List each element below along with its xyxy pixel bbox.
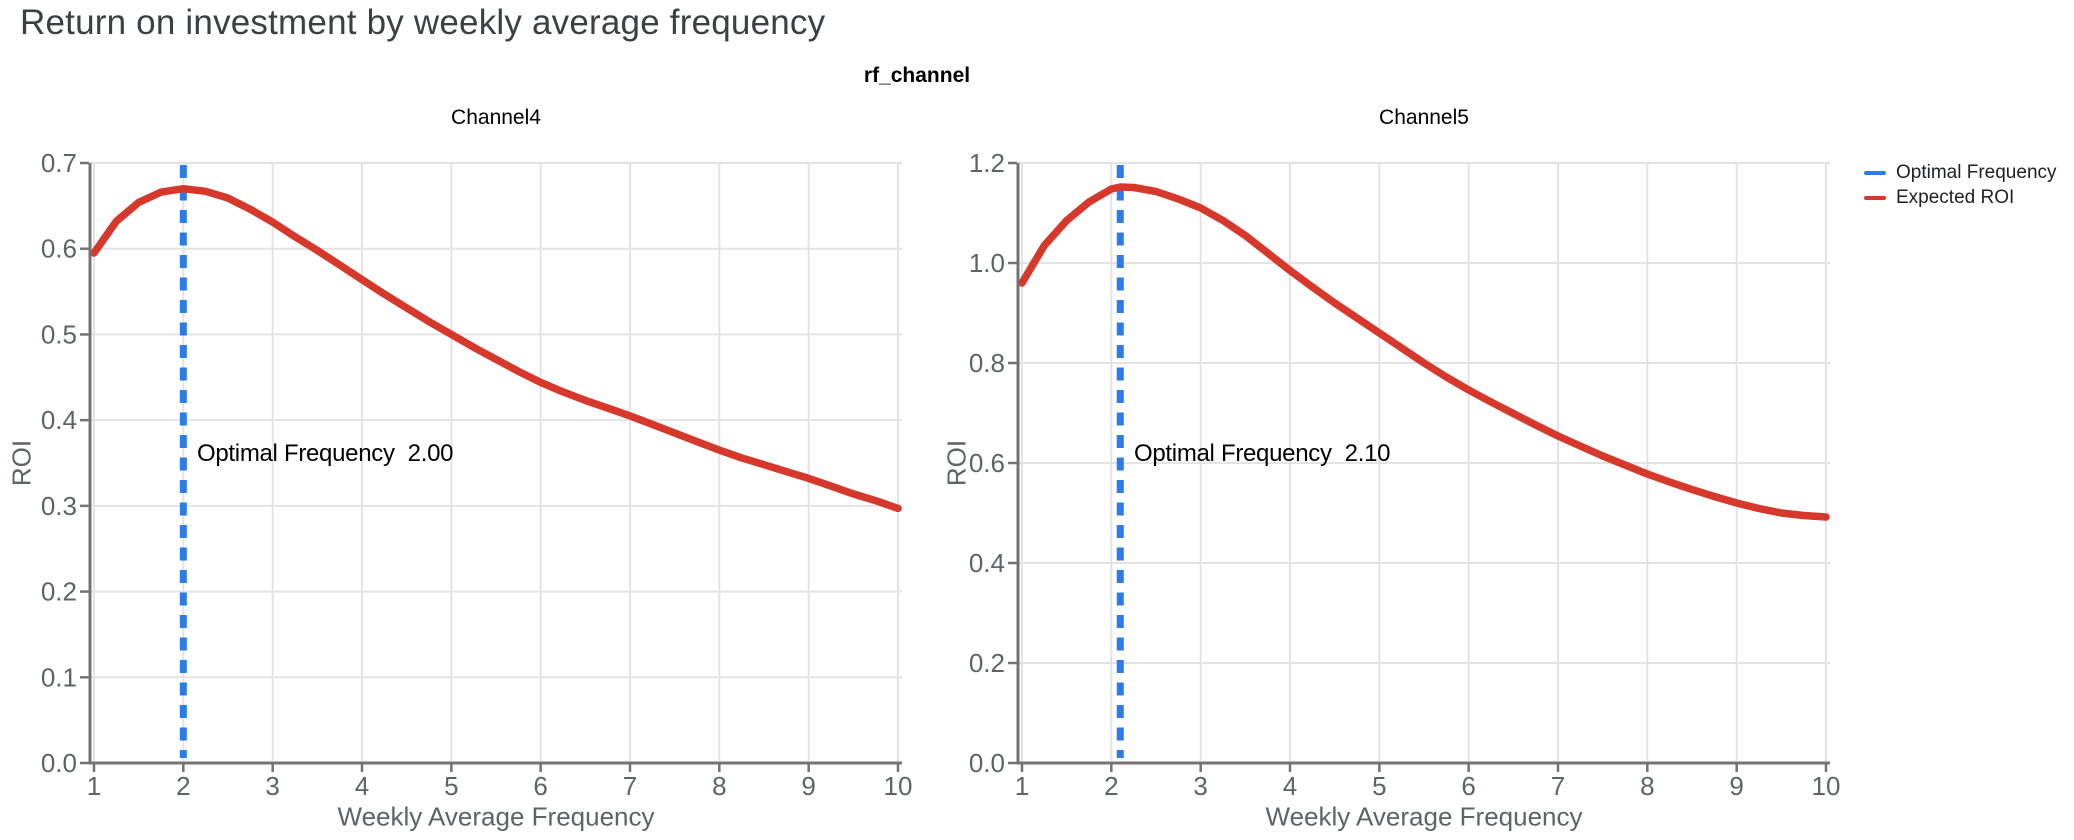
x-tick-label: 7 xyxy=(1551,771,1565,801)
y-tick-label: 0.1 xyxy=(41,662,77,692)
chart-channel5: 1 2 3 4 5 6 7 8 9 10 0.0 0.2 0.4 0.6 0.8 1.0 1.2 Channel… xyxy=(940,95,1880,840)
axis-spines xyxy=(88,163,902,765)
expected-roi-line-icon xyxy=(1864,195,1886,200)
y-tick-label: 0.7 xyxy=(41,148,77,178)
x-tick-label: 7 xyxy=(623,771,637,801)
legend-label: Optimal Frequency xyxy=(1896,161,2057,183)
legend-item-optimal-frequency: Optimal Frequency xyxy=(1864,160,2057,185)
optimal-frequency-annotation: Optimal Frequency 2.00 xyxy=(197,440,453,468)
x-tick-label: 6 xyxy=(533,771,547,801)
x-tick-label: 10 xyxy=(1812,771,1841,801)
optimal-frequency-annotation: Optimal Frequency 2.10 xyxy=(1134,440,1390,468)
expected-roi-curve xyxy=(1018,183,1830,521)
x-axis-label: Weekly Average Frequency xyxy=(337,801,655,832)
tick-marks xyxy=(80,161,900,772)
x-axis-label: Weekly Average Frequency xyxy=(1265,801,1583,832)
chart-legend: Optimal Frequency Expected ROI xyxy=(1864,160,2057,210)
x-tick-label: 8 xyxy=(1640,771,1654,801)
chart-title-channel4: Channel4 xyxy=(451,106,541,129)
annotation-value: 2.00 xyxy=(407,440,454,467)
expected-roi-curve xyxy=(90,184,902,513)
annotation-label: Optimal Frequency xyxy=(197,440,395,467)
figure-suptitle: rf_channel xyxy=(863,64,971,87)
annotation-value: 2.10 xyxy=(1344,440,1391,467)
y-tick-label: 1.0 xyxy=(969,248,1005,278)
y-tick-label: 0.3 xyxy=(41,491,77,521)
x-tick-label: 1 xyxy=(87,771,101,801)
chart-title-channel5: Channel5 xyxy=(1379,106,1469,129)
x-tick-label: 9 xyxy=(1729,771,1743,801)
chart-canvas-channel5: 1 2 3 4 5 6 7 8 9 10 0.0 0.2 0.4 0.6 0.8 1.0 1.2 xyxy=(969,148,1841,801)
chart-canvas-channel4: 1 2 3 4 5 6 7 8 9 10 0.0 0.1 0.2 0.3 0.4 0.5 0.6 0.7 xyxy=(41,148,913,801)
x-tick-label: 5 xyxy=(1372,771,1386,801)
x-tick-label: 1 xyxy=(1015,771,1029,801)
y-tick-label: 1.2 xyxy=(969,148,1005,178)
y-tick-label: 0.6 xyxy=(969,448,1005,478)
y-tick-label: 0.0 xyxy=(41,748,77,778)
x-tick-label: 2 xyxy=(1104,771,1118,801)
optimal-frequency-line-icon xyxy=(1864,170,1886,175)
tick-marks xyxy=(1008,161,1828,772)
x-tick-label: 8 xyxy=(712,771,726,801)
y-axis-label: ROI xyxy=(941,439,972,487)
x-tick-label: 10 xyxy=(884,771,913,801)
x-tick-label: 3 xyxy=(1193,771,1207,801)
axis-spines xyxy=(1016,163,1830,765)
x-tick-label: 5 xyxy=(444,771,458,801)
annotation-label: Optimal Frequency xyxy=(1134,440,1332,467)
x-tick-label: 6 xyxy=(1461,771,1475,801)
y-tick-label: 0.2 xyxy=(41,577,77,607)
y-tick-label: 0.6 xyxy=(41,234,77,264)
y-tick-label: 0.5 xyxy=(41,319,77,349)
y-axis-label: ROI xyxy=(6,439,37,487)
legend-label: Expected ROI xyxy=(1896,186,2015,208)
legend-item-expected-roi: Expected ROI xyxy=(1864,185,2057,210)
x-tick-label: 4 xyxy=(355,771,369,801)
x-tick-label: 9 xyxy=(801,771,815,801)
y-tick-label: 0.2 xyxy=(969,648,1005,678)
y-tick-label: 0.8 xyxy=(969,348,1005,378)
chart-channel4: 1 2 3 4 5 6 7 8 9 10 0.0 0.1 0.2 0.3 0.4 0.5 0.6 0.7 Chan… xyxy=(0,95,940,840)
y-tick-label: 0.4 xyxy=(969,548,1005,578)
x-tick-label: 3 xyxy=(265,771,279,801)
page-title: Return on investment by weekly average f… xyxy=(20,3,826,42)
y-tick-label: 0.4 xyxy=(41,405,77,435)
x-tick-label: 2 xyxy=(176,771,190,801)
tick-labels: 1 2 3 4 5 6 7 8 9 10 0.0 0.1 0.2 0.3 0.4 0.5 0.6 0.7 xyxy=(41,148,913,801)
y-tick-label: 0.0 xyxy=(969,748,1005,778)
x-tick-label: 4 xyxy=(1283,771,1297,801)
tick-labels: 1 2 3 4 5 6 7 8 9 10 0.0 0.2 0.4 0.6 0.8 1.0 1.2 xyxy=(969,148,1841,801)
